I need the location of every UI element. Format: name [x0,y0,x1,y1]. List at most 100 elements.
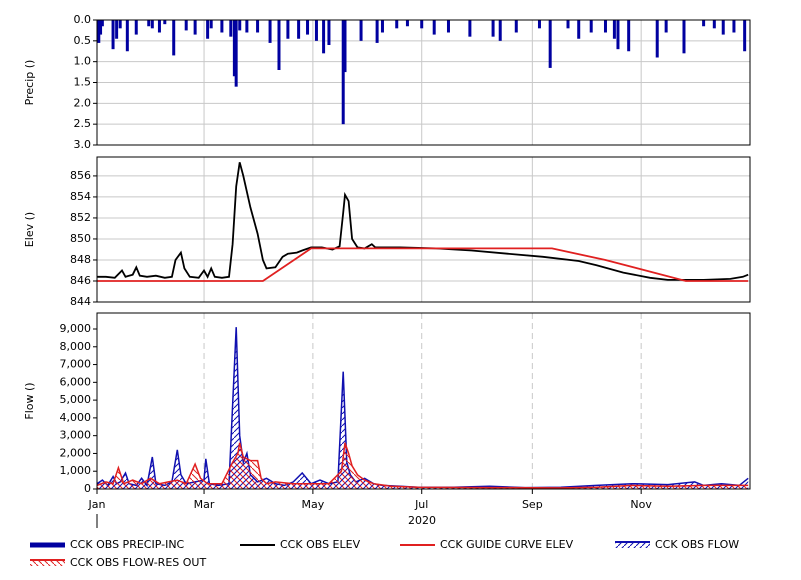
bar [118,20,122,29]
bar [125,20,129,52]
y-axis-label: Elev () [23,212,36,247]
legend-label: CCK OBS FLOW-RES OUT [70,556,206,569]
legend-swatch [615,542,650,548]
x-tick-label: Jan [88,498,106,511]
bar [612,20,616,39]
bar [327,20,331,45]
y-tick-label: 8,000 [60,340,92,353]
bar [566,20,570,29]
y-tick-label: 854 [70,190,91,203]
x-axis-label: 2020 [408,514,436,527]
plot-frame [96,156,751,303]
bar [256,20,260,33]
y-tick-label: 6,000 [60,375,92,388]
y-tick-label: 1.5 [74,76,92,89]
y-tick-label: 850 [70,232,91,245]
bar [99,20,103,35]
y-tick-label: 1,000 [60,464,92,477]
bar [97,20,101,43]
y-tick-label: 856 [70,169,91,182]
bar [468,20,472,37]
legend-swatch [30,560,65,566]
y-tick-label: 846 [70,274,91,287]
bar [343,20,347,73]
bar [432,20,436,35]
bar [209,20,213,29]
bar [603,20,607,33]
y-tick-label: 0.5 [74,34,92,47]
bar [268,20,272,43]
bar [395,20,399,29]
bar [184,20,188,31]
y-tick-label: 2,000 [60,446,92,459]
bar [277,20,281,70]
bar [245,20,249,33]
y-tick-label: 1.0 [74,55,92,68]
bar [314,20,318,41]
bar [655,20,659,58]
bar [616,20,620,50]
y-tick-label: 844 [70,295,91,308]
y-tick-label: 5,000 [60,393,92,406]
x-tick-label: May [302,498,325,511]
bar [514,20,518,33]
plot-frame [96,312,751,490]
bar [163,20,167,25]
bar [405,20,409,27]
bar [111,20,115,50]
bar [743,20,747,52]
bar [206,20,210,39]
line [97,162,749,281]
x-tick-label: Jul [414,498,428,511]
bar [220,20,224,33]
bar [157,20,161,33]
bar [577,20,581,39]
legend-label: CCK OBS ELEV [280,538,361,551]
legend-label: CCK GUIDE CURVE ELEV [440,538,574,551]
y-tick-label: 9,000 [60,322,92,335]
bar [172,20,176,56]
bar [100,20,104,27]
bar [712,20,716,29]
bar [147,20,151,27]
bar [548,20,552,68]
y-tick-label: 4,000 [60,411,92,424]
bar [115,20,119,39]
plot-frame [96,19,751,146]
bar [702,20,706,27]
y-tick-label: 3,000 [60,429,92,442]
x-tick-label: Sep [522,498,543,511]
bar [134,20,138,35]
y-tick-label: 3.0 [74,138,92,151]
area-line [96,442,749,489]
bar [229,20,233,37]
bar [420,20,424,29]
y-axis-label: Precip () [23,60,36,106]
bar [286,20,290,39]
y-tick-label: 2.5 [74,117,92,130]
bar [297,20,301,39]
bar [446,20,450,33]
bar [664,20,668,33]
bar [721,20,725,35]
bar [491,20,495,37]
bar [150,20,154,29]
y-axis-label: Flow () [23,382,36,419]
legend-label: CCK OBS FLOW [655,538,739,551]
y-tick-label: 0.0 [74,13,92,26]
bar [537,20,541,29]
line [97,247,749,282]
y-tick-label: 852 [70,211,91,224]
bar [238,20,242,31]
bar [306,20,310,35]
bar [375,20,379,43]
bar [682,20,686,54]
bar [732,20,736,33]
y-tick-label: 0 [84,482,91,495]
y-tick-label: 848 [70,253,91,266]
legend-label: CCK OBS PRECIP-INC [70,538,185,551]
x-tick-label: Mar [194,498,215,511]
bar [359,20,363,41]
bar [589,20,593,33]
